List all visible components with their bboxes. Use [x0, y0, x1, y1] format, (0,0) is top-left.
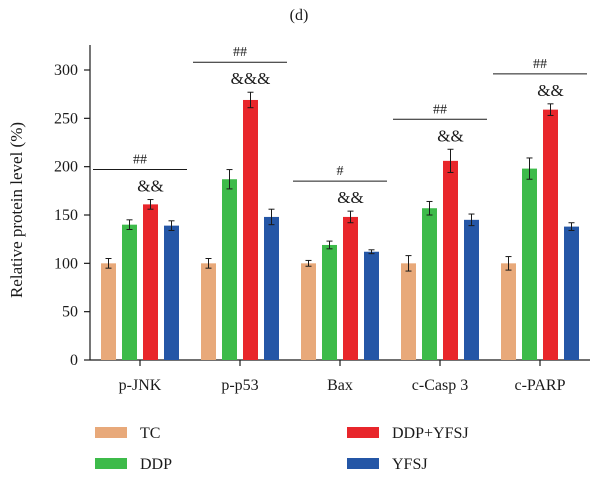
y-tick-label: 50 — [62, 304, 78, 321]
y-tick-label: 150 — [54, 207, 78, 224]
bar — [122, 224, 137, 360]
hash-annotation: ## — [133, 153, 147, 168]
x-tick-label: c-Casp 3 — [412, 377, 468, 394]
x-tick-label: p-p53 — [221, 377, 258, 394]
bar — [201, 263, 216, 360]
y-tick-label: 0 — [70, 352, 78, 369]
x-tick-label: p-JNK — [119, 377, 162, 394]
amp-annotation: && — [337, 188, 363, 207]
amp-annotation: && — [537, 81, 563, 100]
legend-swatch — [95, 427, 127, 438]
bar — [543, 109, 558, 360]
hash-annotation: ## — [233, 45, 247, 60]
bar — [322, 244, 337, 360]
bar — [422, 208, 437, 360]
panel-label: (d) — [290, 7, 309, 24]
amp-annotation: && — [437, 126, 463, 145]
bar — [343, 216, 358, 360]
bar — [101, 263, 116, 360]
bar — [522, 168, 537, 360]
bar — [264, 216, 279, 360]
bar — [143, 204, 158, 360]
legend-label: DDP+YFSJ — [392, 425, 469, 442]
bar — [243, 99, 258, 360]
bar — [501, 263, 516, 360]
bar — [443, 160, 458, 360]
bars — [101, 91, 579, 360]
hash-annotation: ## — [433, 102, 447, 117]
y-tick-label: 250 — [54, 110, 78, 127]
y-tick-label: 200 — [54, 159, 78, 176]
x-tick-label: Bax — [327, 377, 353, 394]
bar — [222, 179, 237, 360]
amp-annotation: &&& — [231, 69, 271, 88]
bar — [401, 263, 416, 360]
hash-annotation: ## — [533, 57, 547, 72]
x-tick-label: c-PARP — [515, 377, 566, 394]
legend-label: DDP — [140, 456, 172, 473]
legend-label: TC — [140, 425, 160, 442]
significance-annotations: ## && ## &&& # && ## && ## && — [93, 45, 587, 207]
bar — [564, 226, 579, 360]
bar — [301, 263, 316, 360]
y-axis-label: Relative protein level (%) — [7, 122, 26, 298]
legend-label: YFSJ — [392, 456, 428, 473]
y-tick-label: 300 — [54, 62, 78, 79]
legend: TC DDP+YFSJ DDP YFSJ — [95, 425, 469, 473]
y-tick-label: 100 — [54, 255, 78, 272]
legend-swatch — [347, 427, 379, 438]
amp-annotation: && — [137, 177, 163, 196]
legend-swatch — [95, 458, 127, 469]
bar — [464, 219, 479, 360]
legend-swatch — [347, 458, 379, 469]
bar — [364, 251, 379, 360]
hash-annotation: # — [337, 164, 344, 179]
bar — [164, 225, 179, 360]
axes: 0 50 100 150 200 250 300 p-JNK p-p53 Bax c-Casp 3 c… — [54, 45, 590, 394]
